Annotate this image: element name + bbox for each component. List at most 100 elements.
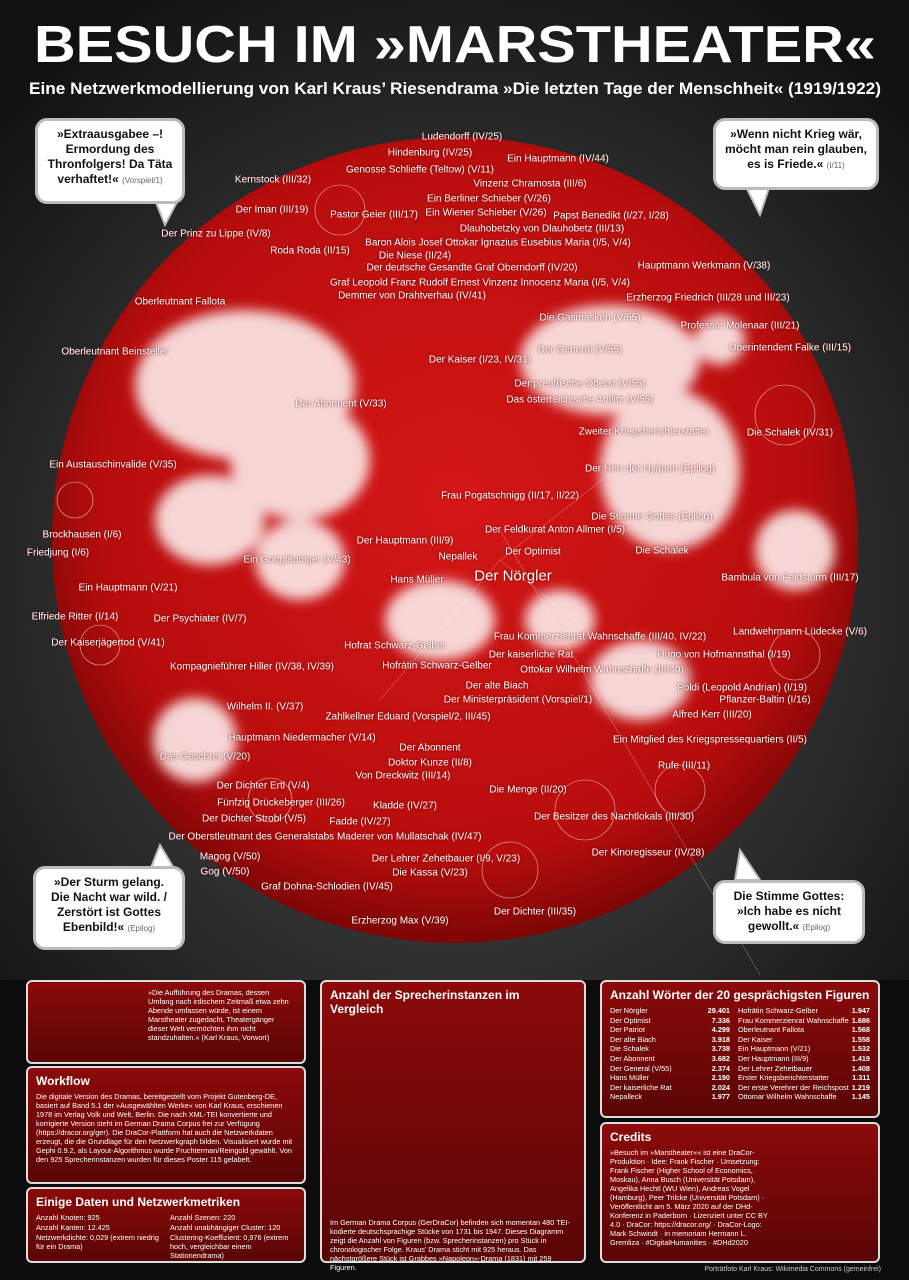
node-label: Zahlkellner Eduard (Vorspiel/2, III/45) xyxy=(325,711,491,723)
workflow-panel: Workflow Die digitale Version des Dramas,… xyxy=(26,1066,306,1184)
word-count: 1.532 xyxy=(851,1044,870,1054)
word-count-row: Die Schalek 3.738 xyxy=(610,1044,730,1054)
node-label: Der Kaiser (I/23, IV/31) xyxy=(428,354,532,366)
node-label: Der Dichter Strobl (V/5) xyxy=(202,813,306,825)
node-label: Hans Müller xyxy=(390,574,444,586)
figure-name: Der alte Biach xyxy=(610,1034,656,1044)
quote-text: »Extraausgabee –! Ermordung des Thronfol… xyxy=(47,127,173,186)
node-label: Kladde (IV/27) xyxy=(373,800,437,812)
node-label: Doktor Kunze (II/8) xyxy=(388,757,472,769)
quote-source: (Epilog) xyxy=(127,924,156,933)
node-label: Wilhelm II. (V/37) xyxy=(226,701,304,713)
node-label: Pflanzer-Baltin (I/16) xyxy=(719,694,811,706)
credits-panel: Credits »Besuch im »Marstheater«« ist ein… xyxy=(600,1122,880,1263)
subtitle: Eine Netzwerkmodellierung von Karl Kraus… xyxy=(29,79,881,98)
node-label: Ein Mitglied des Kriegspressequartiers (… xyxy=(613,734,807,746)
node-label: Der Psychiater (IV/7) xyxy=(153,613,247,625)
word-count-row: Ottomar Wilhelm Wahnschaffe 1.145 xyxy=(738,1092,870,1102)
node-label: Der Nörgler xyxy=(474,567,552,585)
node-label: Ein Hauptmann (V/21) xyxy=(78,582,178,594)
panel-title: Anzahl Wörter der 20 gesprächigsten Figu… xyxy=(610,988,870,1002)
word-count: 1.219 xyxy=(851,1082,870,1092)
node-label: Ein Gottgläubiger (V/43) xyxy=(243,554,351,566)
node-label: Dlauhobetzky von Dlauhobetz (III/13) xyxy=(459,223,625,235)
node-label: Zweiter Kriegsberichterstatter xyxy=(578,426,710,438)
node-label: Die Stimme Gottes (Epilog) xyxy=(591,511,713,523)
figure-name: Der Patriot xyxy=(610,1025,645,1035)
word-count: 1.419 xyxy=(851,1053,870,1063)
word-count-row: Der Abonnent 3.682 xyxy=(610,1054,730,1064)
workflow-text: Die digitale Version des Dramas, bereitg… xyxy=(36,1092,293,1164)
node-label: Die Schalek (IV/31) xyxy=(746,427,834,439)
node-label: Der Abonnent (V/33) xyxy=(295,398,387,410)
node-label: Brockhausen (I/6) xyxy=(42,529,122,541)
figure-name: Der Lehrer Zehetbauer xyxy=(738,1063,813,1073)
node-label: Der Herr der Hyänen (Epilog) xyxy=(584,463,716,475)
metric-item: Clustering-Koeffizient: 0,976 (extrem ho… xyxy=(170,1233,289,1260)
node-label: Der Ministerpräsident (Vorspiel/1) xyxy=(443,694,593,706)
node-label: Der Hauptmann (III/9) xyxy=(356,535,454,547)
chart-caption: Im German Drama Corpus (GerDraCor) befin… xyxy=(330,1218,570,1272)
chart-panel: Anzahl der Sprecherinstanzen im Vergleic… xyxy=(320,980,586,1272)
word-count-row: Der Nörgler 29.401 xyxy=(610,1006,730,1016)
node-label: Frau Kommerzienrat Wahnschaffe (III/40, … xyxy=(493,631,707,643)
figure-name: Nepalleck xyxy=(610,1092,643,1102)
figure-name: Der kaiserliche Rat xyxy=(610,1082,672,1092)
node-label: Von Dreckwitz (III/14) xyxy=(355,770,451,782)
node-label: Demmer von Drahtverhau (IV/41) xyxy=(338,290,486,302)
node-label: Elfriede Ritter (I/14) xyxy=(31,611,119,623)
node-label: Ludendorff (IV/25) xyxy=(421,131,503,143)
word-count-row: Nepalleck 1.977 xyxy=(610,1092,730,1102)
node-label: Ein Austauschinvalide (V/35) xyxy=(49,459,177,471)
node-label: Kernstock (III/32) xyxy=(234,174,312,186)
node-label: Das Geschrei (V/20) xyxy=(159,751,251,763)
figure-name: Der Optimist xyxy=(610,1015,651,1025)
edges xyxy=(379,449,761,976)
quote-tails xyxy=(148,184,772,881)
portrait-panel: »Die Aufführung des Dramas, dessen Umfan… xyxy=(26,980,306,1064)
quote-text: »Wenn nicht Krieg wär, möcht man rein gl… xyxy=(724,127,868,171)
node-label: Graf Dohna-Schlodien (IV/45) xyxy=(261,881,393,893)
node-label: Rufe (III/11) xyxy=(657,760,711,772)
panel-title: Einige Daten und Netzwerkmetriken xyxy=(36,1195,241,1209)
node-label: Vinzenz Chramosta (III/6) xyxy=(473,178,587,190)
figure-name: Der Hauptmann (III/9) xyxy=(738,1053,809,1063)
node-label: Ottokar Wilhelm Wahnschaffe (III/40) xyxy=(520,664,684,676)
node-label: Oberleutnant Beinsteller xyxy=(61,346,169,358)
word-count: 2.190 xyxy=(711,1073,730,1083)
quote-box: »Der Sturm gelang. Die Nacht war wild. /… xyxy=(33,866,185,950)
node-label: Die Niese (II/24) xyxy=(378,250,452,262)
node-label: Der Feldkurat Anton Allmer (I/5) xyxy=(484,524,626,536)
node-label: Erzherzog Friedrich (III/28 und III/23) xyxy=(626,292,790,304)
word-count: 3.682 xyxy=(711,1053,730,1063)
figure-name: Hofrätin Schwarz-Gelber xyxy=(738,1006,818,1015)
node-label: Ein Wiener Schieber (V/26) xyxy=(425,207,547,219)
word-count-row: Erster Kriegsberichterstatter 1.311 xyxy=(738,1073,870,1083)
word-count: 1.977 xyxy=(711,1092,730,1102)
dense-clusters xyxy=(135,305,835,782)
figure-name: Erster Kriegsberichterstatter xyxy=(738,1073,829,1083)
title: BESUCH IM »MARSTHEATER« xyxy=(34,16,876,74)
node-label: Hugo von Hofmannsthal (I/19) xyxy=(657,649,791,661)
node-label: Hofrätin Schwarz-Gelber xyxy=(382,660,492,672)
word-count: 1.947 xyxy=(851,1006,870,1015)
word-count: 1.311 xyxy=(852,1073,870,1083)
word-count-table: Der Nörgler 29.401 Der Optimist 7.336 Der Pa… xyxy=(610,1006,870,1102)
word-count-row: Der Lehrer Zehetbauer 1.408 xyxy=(738,1064,870,1074)
quote-text: Die Stimme Gottes: »Ich habe es nicht ge… xyxy=(733,889,845,933)
node-label: Die Menge (II/20) xyxy=(489,784,567,796)
quote-box: »Extraausgabee –! Ermordung des Thronfol… xyxy=(35,118,185,204)
node-label: Der General (V/55) xyxy=(537,344,623,356)
panel-title: Workflow xyxy=(36,1074,90,1088)
figure-name: Ein Hauptmann (V/21) xyxy=(738,1044,811,1054)
node-label: Gog (V/50) xyxy=(200,866,250,878)
node-label: Ein Berliner Schieber (V/26) xyxy=(427,193,551,205)
node-label: Der Abonnent xyxy=(399,742,461,754)
node-label: Poldi (Leopold Andrian) (I/19) xyxy=(676,682,808,694)
node-label: Oberintendent Falke (III/15) xyxy=(728,342,852,354)
figure-name: Der Nörgler xyxy=(610,1006,648,1015)
photo-credit: Porträtfoto Karl Kraus: Wikimedia Common… xyxy=(704,1266,881,1273)
quote-box: Die Stimme Gottes: »Ich habe es nicht ge… xyxy=(713,880,865,944)
word-count-row: Der alte Biach 3.918 xyxy=(610,1035,730,1045)
word-count: 1.568 xyxy=(851,1025,870,1035)
